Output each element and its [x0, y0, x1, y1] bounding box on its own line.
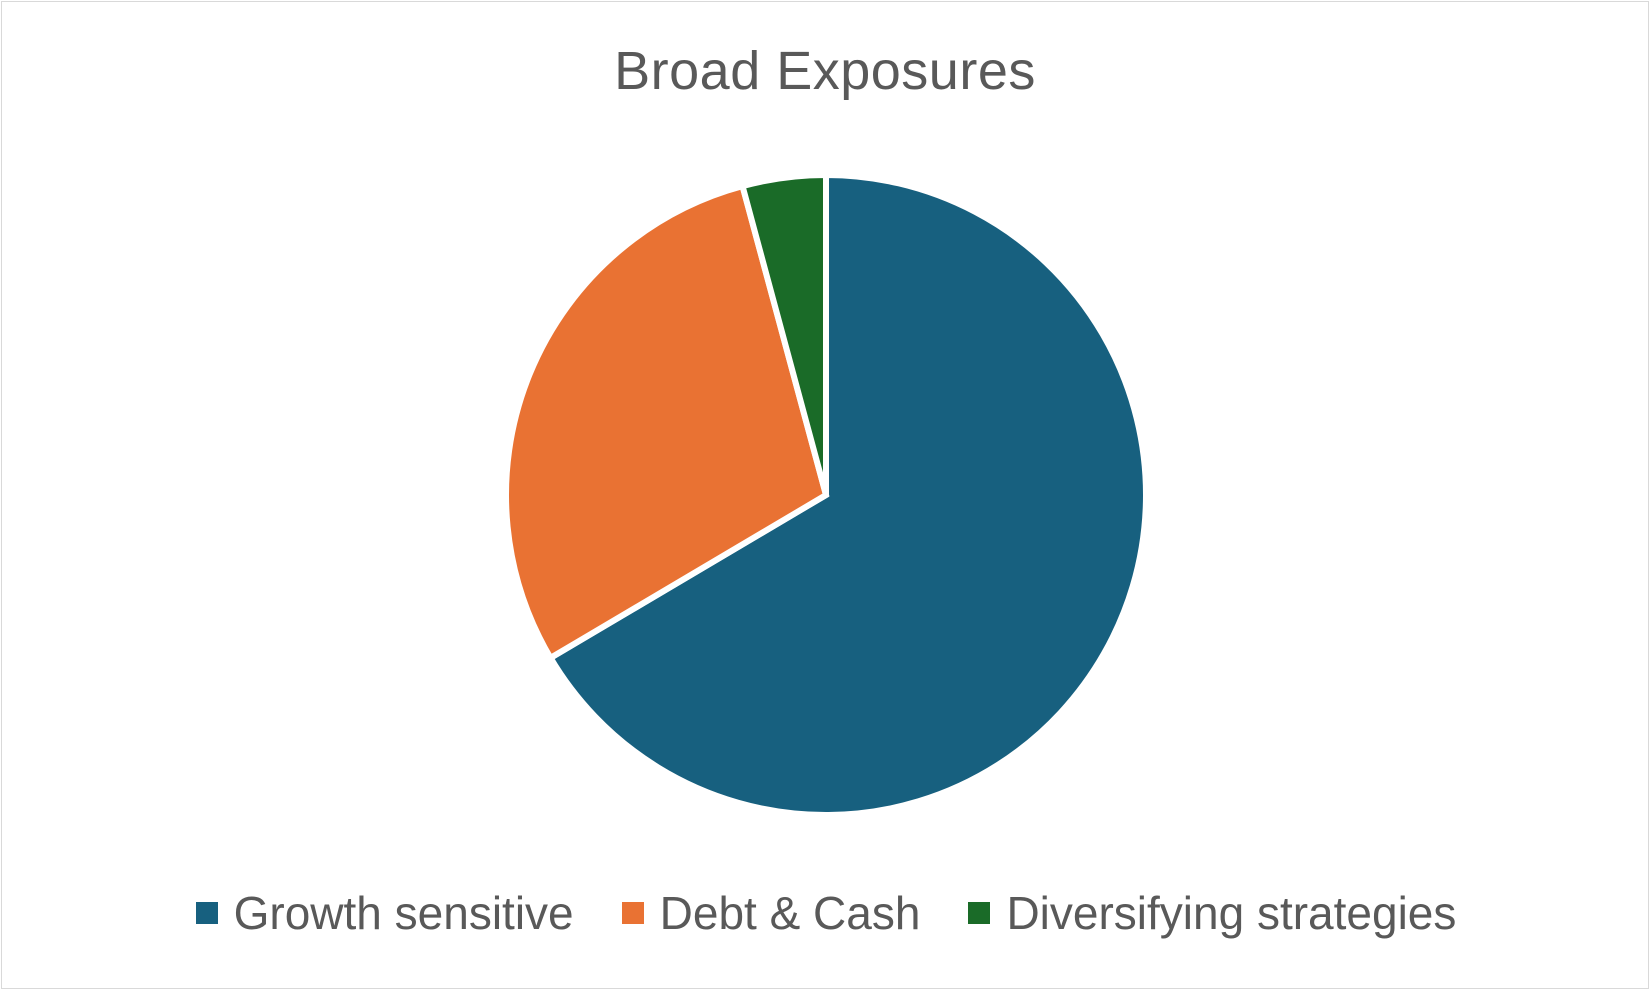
- chart-title: Broad Exposures: [614, 41, 1036, 101]
- legend-label-diversifying-strategies: Diversifying strategies: [1006, 887, 1457, 939]
- pie-slice-diversifying-strategies: [738, 171, 829, 496]
- legend-item-diversifying-strategies: Diversifying strategies: [968, 886, 1456, 940]
- legend-swatch-debt-cash: [621, 902, 644, 924]
- legend-item-debt-cash: Debt & Cash: [621, 886, 921, 940]
- pie-slice-debt-cash: [503, 182, 830, 663]
- legend-label-debt-cash: Debt & Cash: [659, 887, 921, 939]
- legend-swatch-growth-sensitive: [195, 902, 218, 924]
- legend-swatch-diversifying-strategies: [968, 902, 991, 924]
- legend-label-growth-sensitive: Growth sensitive: [233, 887, 574, 939]
- pie-slice-growth-sensitive: [546, 171, 1149, 818]
- legend-item-growth-sensitive: Growth sensitive: [195, 886, 574, 940]
- chart-legend: Growth sensitive Debt & Cash Diversifyin…: [0, 886, 1652, 940]
